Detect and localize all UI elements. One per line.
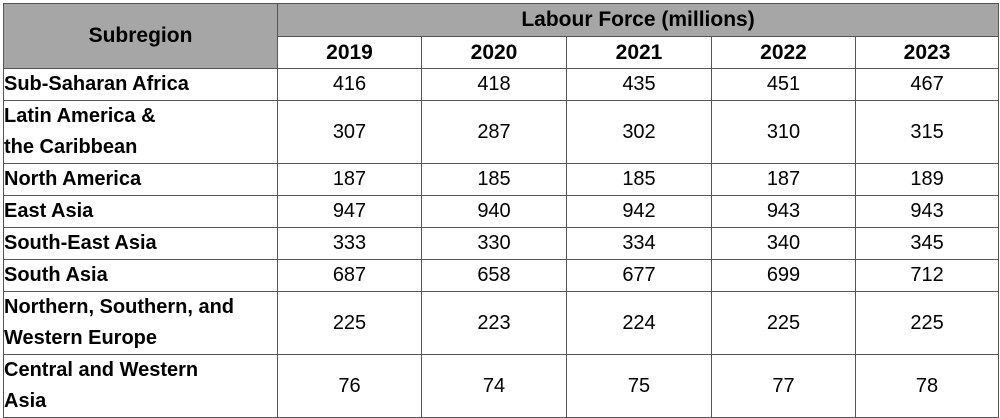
table-row: Sub-Saharan Africa 416 418 435 451 467 bbox=[3, 68, 1000, 101]
year-header: 2020 bbox=[421, 36, 567, 69]
header-row-group: Subregion Labour Force (millions) bbox=[3, 3, 1000, 69]
value-cell: 416 bbox=[277, 68, 422, 101]
value-cell: 435 bbox=[566, 68, 712, 101]
value-cell: 947 bbox=[277, 195, 422, 228]
value-cell: 189 bbox=[854, 163, 1000, 196]
value-cell: 302 bbox=[566, 100, 712, 164]
value-cell: 78 bbox=[854, 354, 1000, 418]
subregion-header: Subregion bbox=[3, 3, 278, 69]
value-cell: 225 bbox=[854, 291, 1000, 355]
value-cell: 185 bbox=[421, 163, 567, 196]
header-row-years: 2019 2020 2021 2022 2023 bbox=[4, 36, 1000, 69]
value-cell: 224 bbox=[566, 291, 712, 355]
table-row: North America 187 185 185 187 189 bbox=[3, 163, 1000, 196]
value-cell: 185 bbox=[566, 163, 712, 196]
value-cell: 187 bbox=[277, 163, 422, 196]
table-row: South-East Asia 333 330 334 340 345 bbox=[3, 227, 1000, 260]
value-cell: 187 bbox=[711, 163, 856, 196]
value-cell: 315 bbox=[854, 100, 1000, 164]
table-row: Northern, Southern, and Western Europe 22… bbox=[3, 291, 1000, 355]
value-cell: 330 bbox=[421, 227, 567, 260]
subregion-cell: Central and Western Asia bbox=[3, 354, 278, 418]
year-header: 2023 bbox=[854, 36, 1000, 69]
value-cell: 451 bbox=[711, 68, 856, 101]
value-cell: 225 bbox=[711, 291, 856, 355]
table-row: Central and Western Asia 76 74 75 77 78 bbox=[3, 354, 1000, 418]
table-row: Latin America & the Caribbean 307 287 302 31… bbox=[3, 100, 1000, 164]
value-cell: 334 bbox=[566, 227, 712, 260]
value-cell: 74 bbox=[421, 354, 567, 418]
table-body: Sub-Saharan Africa 416 418 435 451 467 Latin A… bbox=[3, 68, 1000, 418]
value-cell: 699 bbox=[711, 259, 856, 292]
value-cell: 75 bbox=[566, 354, 712, 418]
value-cell: 467 bbox=[854, 68, 1000, 101]
subregion-cell: Northern, Southern, and Western Europe bbox=[3, 291, 278, 355]
subregion-cell: Latin America & the Caribbean bbox=[3, 100, 278, 164]
subregion-cell: North America bbox=[3, 163, 278, 196]
year-header: 2022 bbox=[711, 36, 856, 69]
value-cell: 333 bbox=[277, 227, 422, 260]
year-header: 2021 bbox=[566, 36, 712, 69]
value-cell: 943 bbox=[854, 195, 1000, 228]
value-cell: 307 bbox=[277, 100, 422, 164]
year-header: 2019 bbox=[277, 36, 422, 69]
value-cell: 310 bbox=[711, 100, 856, 164]
table-row: South Asia 687 658 677 699 712 bbox=[3, 259, 1000, 292]
value-cell: 677 bbox=[566, 259, 712, 292]
table-row: East Asia 947 940 942 943 943 bbox=[3, 195, 1000, 228]
subregion-cell: South Asia bbox=[3, 259, 278, 292]
value-cell: 658 bbox=[421, 259, 567, 292]
labour-force-header: Labour Force (millions) bbox=[276, 3, 1000, 37]
labour-force-table: Subregion Labour Force (millions) 2019 2… bbox=[3, 3, 1000, 418]
subregion-cell: East Asia bbox=[3, 195, 278, 228]
subregion-cell: South-East Asia bbox=[3, 227, 278, 260]
value-cell: 943 bbox=[711, 195, 856, 228]
value-cell: 77 bbox=[711, 354, 856, 418]
value-cell: 340 bbox=[711, 227, 856, 260]
value-cell: 940 bbox=[421, 195, 567, 228]
value-cell: 287 bbox=[421, 100, 567, 164]
value-cell: 225 bbox=[277, 291, 422, 355]
subregion-cell: Sub-Saharan Africa bbox=[3, 68, 278, 101]
value-cell: 687 bbox=[277, 259, 422, 292]
value-cell: 712 bbox=[854, 259, 1000, 292]
value-cell: 942 bbox=[566, 195, 712, 228]
value-cell: 223 bbox=[421, 291, 567, 355]
value-cell: 345 bbox=[854, 227, 1000, 260]
value-cell: 418 bbox=[421, 68, 567, 101]
value-cell: 76 bbox=[277, 354, 422, 418]
